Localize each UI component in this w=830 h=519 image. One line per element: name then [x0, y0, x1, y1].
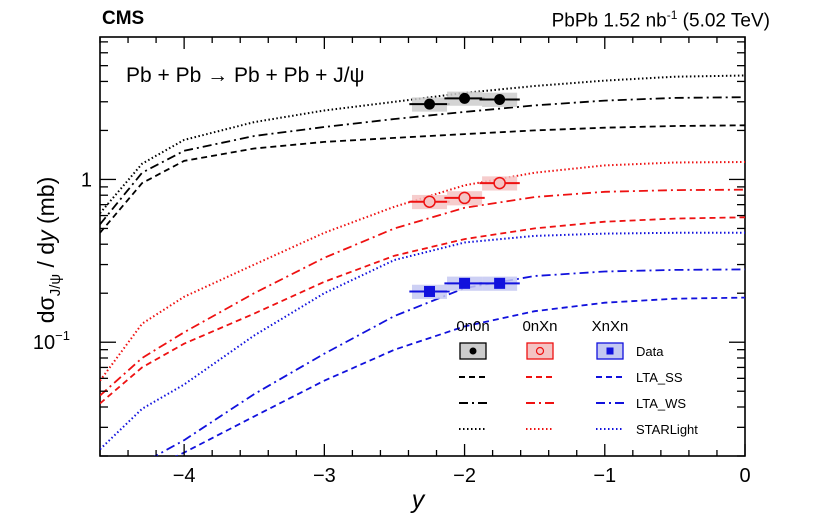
model-curve-lta-ws-xnxn	[153, 268, 745, 456]
data-point-xnxn	[459, 277, 471, 289]
data-point-0nxn	[458, 191, 471, 205]
data-point-0n0n	[424, 98, 436, 110]
y-label-var: y	[33, 229, 59, 244]
model-curve-lta-ws-0n0n	[100, 96, 745, 225]
y-tick-label-0p1: 10−1	[33, 328, 70, 354]
legend-marker-0n0n	[469, 347, 477, 355]
x-tick-label: 0	[739, 465, 750, 487]
model-curve-starlight-0n0n	[100, 74, 745, 214]
experiment-label: CMS	[102, 8, 145, 29]
y-label-subscript: J/ψ	[47, 274, 64, 296]
legend-label-lta-ws: LTA_WS	[636, 396, 686, 411]
plot-frame	[99, 36, 746, 457]
x-tick-label: −4	[173, 465, 196, 487]
y-tick-label-1: 1	[81, 169, 92, 191]
lumi-suffix: (5.02 TeV)	[677, 10, 770, 32]
lumi-prefix: PbPb 1.52 nb	[551, 10, 667, 32]
legend-label-data: Data	[636, 344, 664, 359]
data-point-xnxn	[424, 285, 436, 297]
legend-label-lta-ss: LTA_SS	[636, 370, 683, 385]
luminosity-label: PbPb 1.52 nb-1 (5.02 TeV)	[552, 8, 770, 32]
legend-header-0n0n: 0n0n	[456, 318, 489, 335]
legend-header-xnxn: XnXn	[592, 318, 629, 335]
chart-title: Pb + Pb → Pb + Pb + J/ψ	[126, 64, 365, 87]
x-tick-label: −1	[593, 465, 616, 487]
model-curve-starlight-0nxn	[100, 161, 745, 382]
data-point-0nxn	[423, 195, 436, 208]
x-tick-label: −2	[453, 465, 476, 487]
legend-marker-0nxn	[535, 346, 545, 356]
model-curve-lta-ws-0nxn	[100, 188, 745, 397]
legend-label-starlight: STARLight	[636, 422, 698, 437]
model-curve-lta-ss-0nxn	[100, 216, 745, 405]
x-axis-label: y	[410, 486, 426, 514]
lumi-exponent: -1	[666, 8, 678, 22]
data-point-0n0n	[459, 92, 471, 104]
model-curve-lta-ss-xnxn	[174, 296, 745, 456]
y-label-slash: / d	[33, 242, 59, 274]
data-point-0nxn	[493, 176, 506, 190]
data-point-xnxn	[494, 277, 506, 289]
y-label-dsigma: dσ	[33, 296, 59, 323]
y-axis-label: dσJ/ψ / dy (mb)	[33, 177, 64, 324]
model-curve-starlight-xnxn	[100, 231, 745, 451]
data-point-0n0n	[494, 93, 506, 105]
legend-header-0nxn: 0nXn	[522, 318, 557, 335]
x-tick-label: −3	[313, 465, 336, 487]
y-label-unit: (mb)	[33, 177, 59, 231]
legend-marker-xnxn	[606, 347, 614, 355]
model-curve-lta-ss-0n0n	[100, 124, 745, 234]
